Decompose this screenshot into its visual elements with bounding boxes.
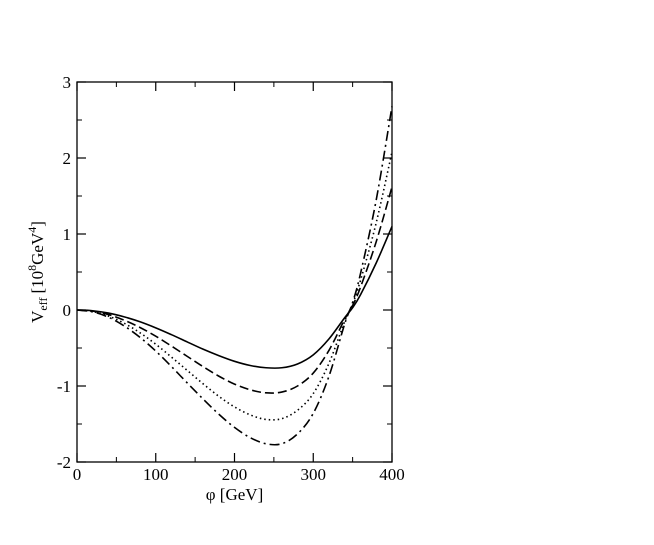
y-label-exp2: 4 xyxy=(25,227,39,233)
y-tick-label: 2 xyxy=(63,149,72,168)
y-tick-label: 0 xyxy=(63,301,72,320)
y-label-open: [10 xyxy=(28,271,47,294)
x-tick-label: 100 xyxy=(143,465,169,484)
series-line-dotted xyxy=(76,151,393,421)
series-line-solid xyxy=(76,226,393,369)
y-tick-label: 1 xyxy=(63,225,72,244)
y-label-mid: GeV xyxy=(28,232,47,265)
y-label-exp: 8 xyxy=(25,265,39,271)
y-axis-label: Veff [108GeV4] xyxy=(25,221,50,323)
x-tick-label: 200 xyxy=(222,465,248,484)
series-line-dash-dot xyxy=(76,106,393,446)
y-tick-label: 3 xyxy=(63,73,72,92)
series-lines xyxy=(76,106,393,446)
x-axis-label: φ [GeV] xyxy=(206,485,263,504)
x-tick-label: 0 xyxy=(73,465,82,484)
y-label-main: V xyxy=(28,310,47,323)
y-label-sub: eff xyxy=(36,298,50,311)
y-tick-label: -2 xyxy=(57,453,71,472)
series-line-dashed xyxy=(76,186,393,394)
x-tick-label: 300 xyxy=(301,465,327,484)
x-tick-label: 400 xyxy=(379,465,405,484)
plot-frame xyxy=(76,81,393,463)
y-tick-label: -1 xyxy=(57,377,71,396)
tick-labels: 0 100 200 300 400 -2 -1 0 1 2 3 xyxy=(57,73,405,484)
axis-ticks xyxy=(76,81,393,463)
y-label-close: ] xyxy=(28,221,47,227)
